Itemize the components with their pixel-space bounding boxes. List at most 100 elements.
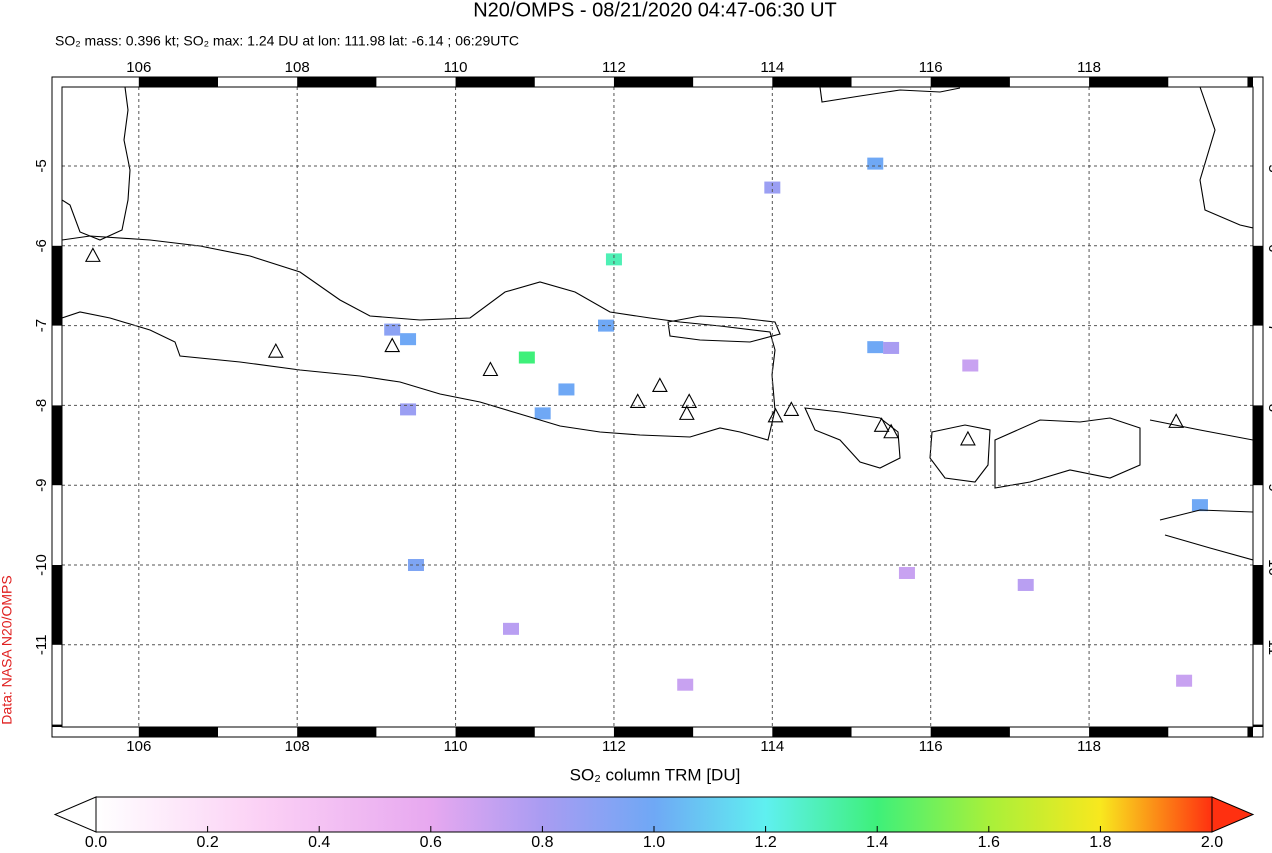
volcano <box>651 377 668 393</box>
so2-cell <box>1176 674 1193 687</box>
x-tick-label: 108 <box>285 59 310 76</box>
frame-bar <box>1253 724 1263 727</box>
volcano <box>783 401 800 416</box>
colorbar-tick-label: 1.2 <box>754 834 776 851</box>
title: N20/OMPS - 08/21/2020 04:47-06:30 UT <box>473 0 837 21</box>
cell-layer <box>384 157 1208 691</box>
x-tick-label: 106 <box>126 59 151 76</box>
y-tick-label: -10 <box>33 554 50 576</box>
volcano <box>959 430 976 446</box>
x-tick-label: 108 <box>285 738 310 755</box>
volcano <box>681 393 698 408</box>
y-tick-label: -5 <box>33 159 50 172</box>
frame-bar <box>138 77 219 87</box>
frame-bar <box>52 565 62 645</box>
frame-bar <box>930 727 1010 737</box>
colorbar-tick-label: 0.8 <box>531 834 553 851</box>
frame-bar <box>455 727 535 737</box>
so2-cell <box>898 566 915 579</box>
so2-cell <box>764 181 781 194</box>
colorbar-label: SO₂ column TRM [DU] <box>570 765 741 784</box>
x-tick-label: 116 <box>919 738 943 755</box>
bali <box>804 407 901 469</box>
y-tick-label: -7 <box>1265 319 1272 332</box>
colorbar-tick-label: 0.0 <box>85 834 107 851</box>
y-tick-label: -8 <box>33 399 50 412</box>
y-tick-label: -6 <box>33 239 50 252</box>
plot-area <box>62 87 1253 727</box>
colorbar-tick-label: 0.2 <box>196 834 218 851</box>
frame-bar <box>613 727 694 737</box>
volcano <box>767 407 784 423</box>
frame-bar <box>52 245 62 326</box>
sumbawa <box>994 417 1141 489</box>
volcano-layer <box>84 247 1185 446</box>
volcano <box>267 342 284 358</box>
frame-bar <box>1247 727 1253 737</box>
volcano <box>873 417 890 432</box>
madura <box>667 315 781 343</box>
x-tick-label: 118 <box>1077 59 1101 76</box>
volcano <box>883 423 900 439</box>
volcano <box>384 337 401 353</box>
so2-cell <box>503 622 520 635</box>
frame-bar <box>52 724 62 727</box>
x-tick-label: 110 <box>444 59 468 76</box>
subtitle: SO₂ mass: 0.396 kt; SO₂ max: 1.24 DU at … <box>55 33 519 49</box>
frame-bar <box>297 77 377 87</box>
so2-cell <box>558 383 575 396</box>
so2-cell <box>1191 499 1208 512</box>
frame-outline <box>51 76 1264 738</box>
frame-bars <box>51 76 1264 738</box>
so2-cell <box>518 351 535 364</box>
sumatra <box>62 87 131 241</box>
y-tick-label: -9 <box>33 479 50 492</box>
so2-cell <box>867 341 884 354</box>
so2-cell <box>407 559 424 572</box>
frame-bar <box>455 77 535 87</box>
x-tick-label: 114 <box>760 738 784 755</box>
volcano <box>482 361 499 377</box>
so2-cell <box>400 333 417 346</box>
so2-cell <box>867 157 884 170</box>
colorbar-low-arrow <box>53 796 97 833</box>
so2-cell <box>883 341 900 354</box>
frame-bar <box>772 727 852 737</box>
so2-cell <box>384 323 401 336</box>
so2-cell <box>400 403 417 416</box>
x-tick-label: 112 <box>602 738 626 755</box>
borneo <box>819 87 1253 229</box>
so2-cell <box>1017 578 1034 591</box>
so2-cell <box>677 678 694 691</box>
tick-labels: 106 106 108 108 110 110 112 112 114 114 116 116 118 1… <box>33 59 1272 755</box>
frame-bar <box>613 77 694 87</box>
lombok <box>929 424 991 483</box>
sumba-flores <box>1149 419 1253 561</box>
frame-bar <box>1247 77 1253 87</box>
volcano <box>1168 413 1185 428</box>
y-tick-label: -8 <box>1265 399 1272 412</box>
colorbar-tick-label: 1.0 <box>643 834 665 851</box>
x-tick-label: 110 <box>444 738 468 755</box>
colorbar-tick-label: 1.8 <box>1089 834 1111 851</box>
so2-cell <box>962 359 979 372</box>
x-tick-label: 106 <box>126 738 151 755</box>
colorbar-high-arrow <box>1211 796 1255 833</box>
x-tick-label: 118 <box>1077 738 1101 755</box>
volcano <box>629 393 646 408</box>
frame-bar <box>1089 727 1169 737</box>
frame-bar <box>930 77 1010 87</box>
so2-cell <box>534 407 551 420</box>
colorbar-tick-label: 0.6 <box>420 834 442 851</box>
frame-bar <box>1253 565 1263 645</box>
y-tick-label: -11 <box>33 635 50 656</box>
frame-bar <box>772 77 852 87</box>
y-tick-label: -10 <box>1265 554 1272 576</box>
y-tick-label: -9 <box>1265 479 1272 492</box>
credit: Data: NASA N20/OMPS <box>0 575 15 724</box>
frame-bar <box>1253 245 1263 326</box>
colorbar-tick-label: 1.6 <box>978 834 1000 851</box>
colorbar-tick-label: 1.4 <box>866 834 888 851</box>
volcano <box>84 247 101 262</box>
